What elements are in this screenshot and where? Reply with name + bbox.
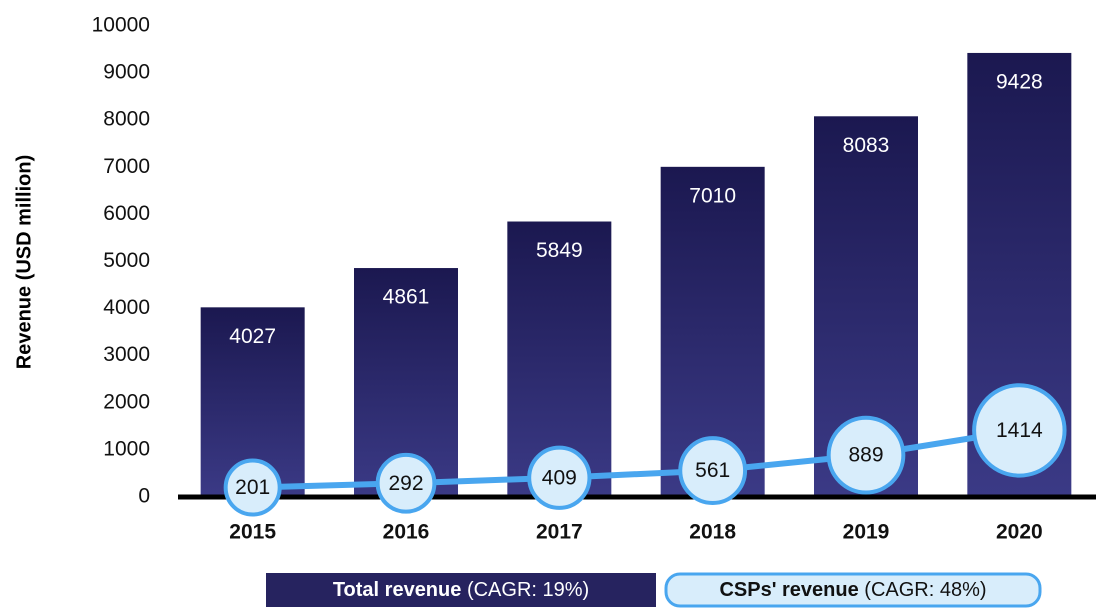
x-tick-label: 2016 bbox=[383, 521, 430, 544]
point-label: 889 bbox=[848, 444, 883, 467]
point bbox=[223, 458, 282, 517]
bar-label: 9428 bbox=[996, 70, 1043, 93]
point-label: 561 bbox=[695, 459, 730, 482]
bar-label: 5849 bbox=[536, 239, 583, 262]
y-tick-label: 0 bbox=[138, 485, 150, 508]
y-tick-label: 4000 bbox=[103, 296, 150, 319]
point-label: 201 bbox=[235, 476, 270, 499]
point bbox=[972, 383, 1067, 478]
legend-entry: Total revenue (CAGR: 19%) bbox=[333, 579, 589, 601]
y-tick-label: 6000 bbox=[103, 202, 150, 225]
point bbox=[826, 415, 906, 495]
point-label: 292 bbox=[388, 472, 423, 495]
legend-swatch bbox=[266, 573, 656, 607]
y-tick-label: 2000 bbox=[103, 390, 150, 413]
legend-note: (CAGR: 19%) bbox=[467, 579, 589, 601]
x-tick-label: 2019 bbox=[843, 521, 890, 544]
y-tick-label: 1000 bbox=[103, 437, 150, 460]
bar-label: 8083 bbox=[843, 134, 890, 157]
bar-label: 7010 bbox=[689, 184, 736, 207]
point bbox=[678, 436, 748, 505]
legend-name: CSPs' revenue bbox=[719, 579, 858, 601]
legend-note: (CAGR: 48%) bbox=[864, 579, 986, 601]
legend-name: Total revenue bbox=[333, 579, 462, 601]
legend-swatch bbox=[664, 572, 1042, 608]
x-tick-label: 2018 bbox=[689, 521, 736, 544]
x-tick-label: 2020 bbox=[996, 521, 1043, 544]
point-label: 1414 bbox=[996, 419, 1043, 442]
y-tick-label: 7000 bbox=[103, 155, 150, 178]
x-tick-label: 2017 bbox=[536, 521, 583, 544]
point bbox=[375, 452, 437, 514]
y-tick-label: 5000 bbox=[103, 249, 150, 272]
x-tick-label: 2015 bbox=[229, 521, 276, 544]
y-tick-label: 8000 bbox=[103, 108, 150, 131]
legend-entry: CSPs' revenue (CAGR: 48%) bbox=[719, 579, 986, 601]
y-tick-label: 9000 bbox=[103, 61, 150, 84]
bar-label: 4027 bbox=[229, 325, 276, 348]
y-tick-label: 10000 bbox=[92, 14, 150, 37]
point bbox=[527, 445, 592, 510]
bar-label: 4861 bbox=[383, 286, 430, 309]
legend: Total revenue (CAGR: 19%) CSPs' revenue … bbox=[266, 572, 1042, 608]
y-axis-label: Revenue (USD million) bbox=[13, 155, 35, 369]
y-tick-label: 3000 bbox=[103, 343, 150, 366]
point-label: 409 bbox=[542, 466, 577, 489]
